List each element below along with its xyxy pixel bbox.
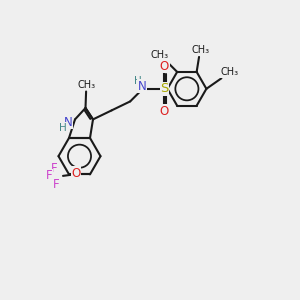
Text: O: O xyxy=(160,105,169,118)
Text: H: H xyxy=(59,123,67,133)
Text: F: F xyxy=(53,178,60,191)
Text: F: F xyxy=(51,162,58,175)
Text: O: O xyxy=(72,167,81,180)
Text: CH₃: CH₃ xyxy=(77,80,95,90)
Text: CH₃: CH₃ xyxy=(150,50,168,59)
Text: N: N xyxy=(137,80,146,93)
Text: F: F xyxy=(46,169,53,182)
Text: S: S xyxy=(160,82,169,95)
Text: CH₃: CH₃ xyxy=(191,45,210,55)
Text: O: O xyxy=(160,60,169,73)
Text: CH₃: CH₃ xyxy=(221,67,239,77)
Text: N: N xyxy=(64,116,73,129)
Text: H: H xyxy=(134,76,141,86)
